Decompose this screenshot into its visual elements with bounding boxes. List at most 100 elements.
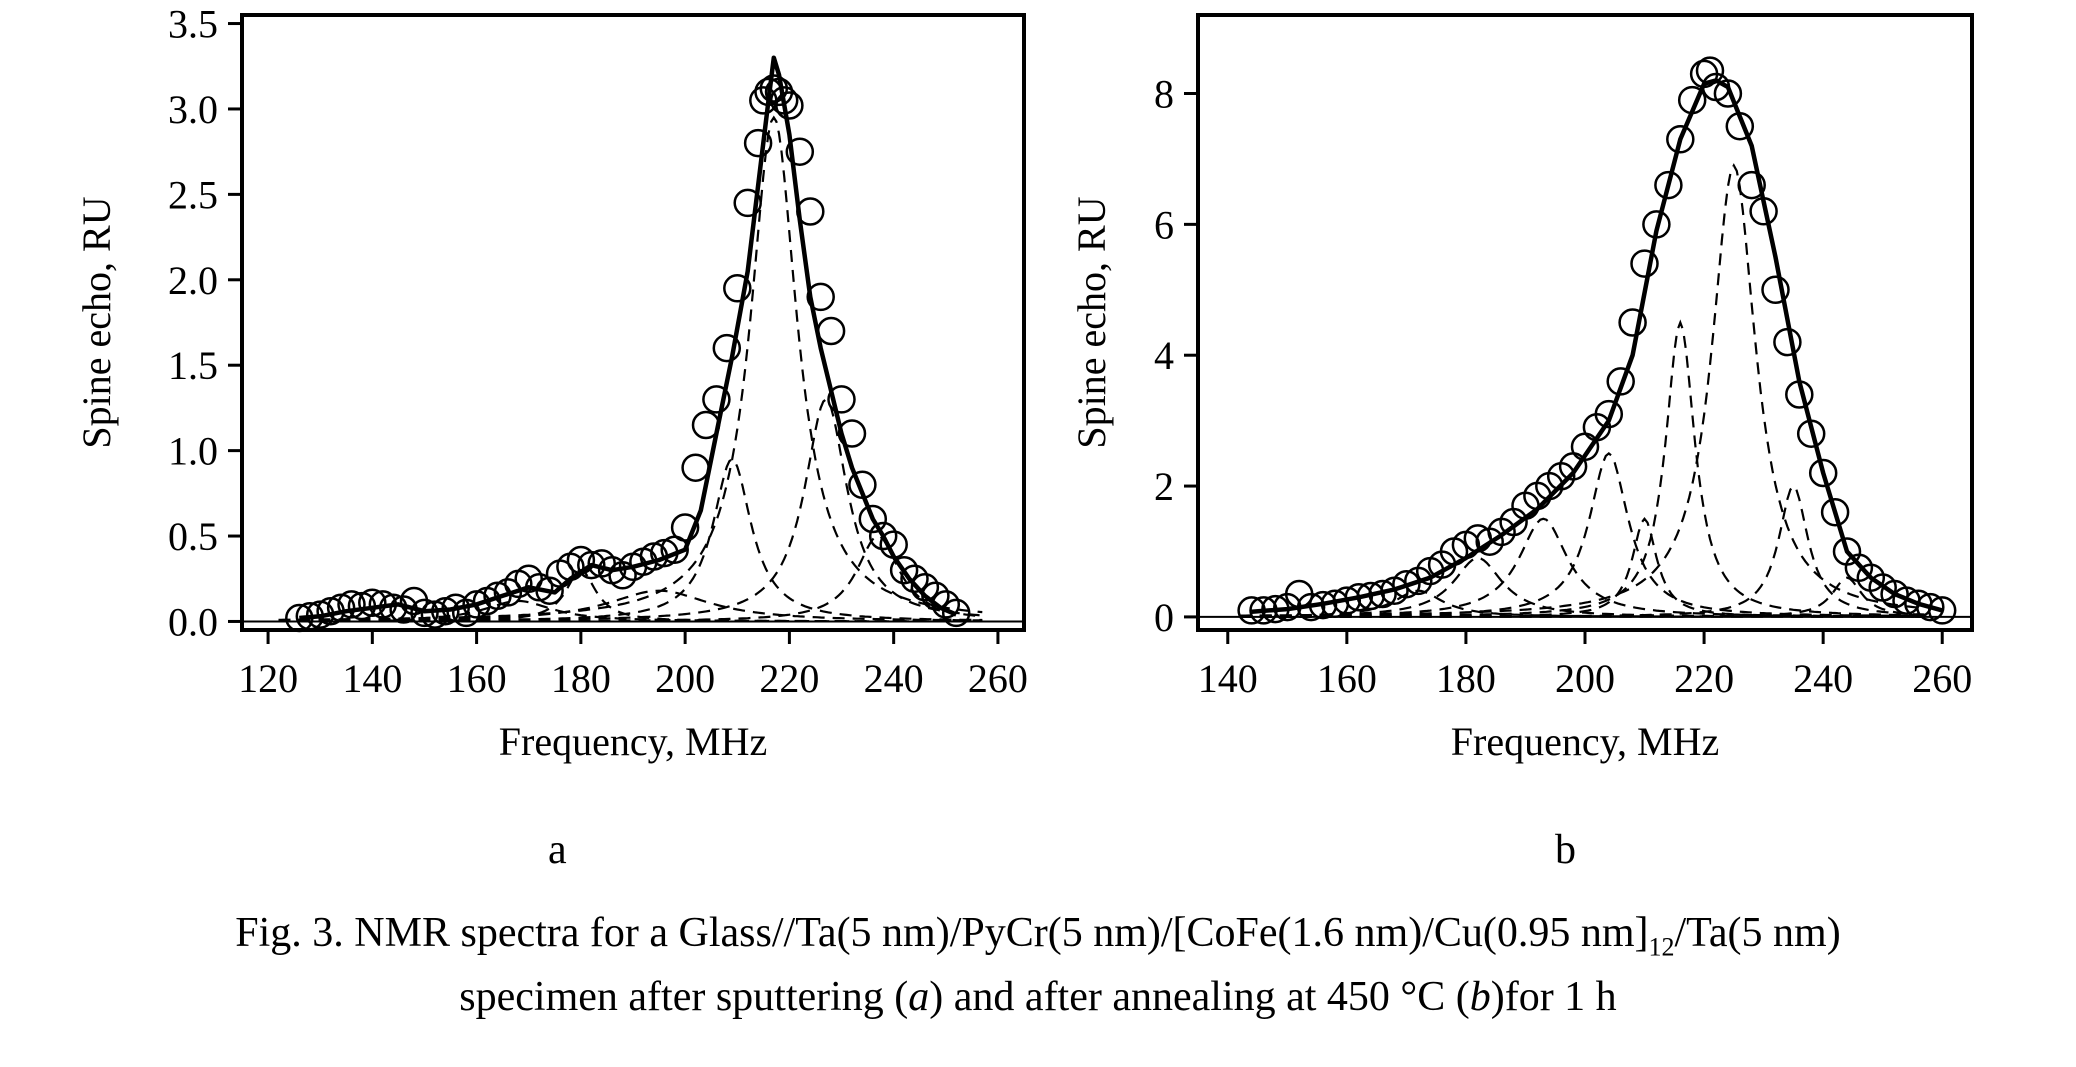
panel-a-data-point <box>712 333 742 363</box>
panel-a-data-point <box>608 561 637 590</box>
panel-b-label: b <box>1555 827 1576 873</box>
panel-b-data-point <box>1654 170 1683 200</box>
panel-b-component-curve-4 <box>1239 451 1925 618</box>
panel-a-y-tick-label: 1.0 <box>168 429 218 474</box>
panel-b-data-point <box>1237 596 1266 625</box>
panel-a-data-point <box>535 576 564 605</box>
panel-b-data-point <box>1296 592 1326 622</box>
panel-a-y-tick-label: 2.5 <box>168 172 218 217</box>
panel-b-x-tick-label: 220 <box>1674 656 1734 701</box>
panel-a-data-point <box>378 593 408 623</box>
panel-b-component-curve-6 <box>1239 517 1925 618</box>
panel-b-y-tick-label: 0 <box>1154 595 1174 640</box>
panel-a-data-point <box>775 91 804 120</box>
panel-a-data-point <box>848 470 877 500</box>
panel-a-data-point <box>931 590 961 619</box>
panel-a-x-tick-label: 180 <box>551 656 611 701</box>
panel-a-data-point <box>900 564 929 594</box>
panel-a-y-tick-label: 1.5 <box>168 343 218 388</box>
panel-b-data-point <box>1308 590 1338 620</box>
panel-b-data-point <box>1642 210 1671 239</box>
panel-b-component-curve-1 <box>1239 163 1925 617</box>
panel-a-data-point <box>754 77 783 107</box>
panel-a-x-tick-label: 240 <box>864 656 924 701</box>
panel-b-y-tick-label: 6 <box>1154 202 1174 247</box>
panel-a-y-axis-label: Spine echo, RU <box>74 196 119 448</box>
panel-a-data-point <box>493 578 523 607</box>
panel-a-data-point <box>733 188 762 218</box>
panel-b-data-point <box>1677 85 1707 115</box>
panel-b-data-point <box>1249 596 1278 625</box>
panel-a-y-tick-label: 3.5 <box>168 2 218 47</box>
panel-b-data-point <box>1749 197 1778 226</box>
panel-b-data-point <box>1761 275 1790 305</box>
panel-b-chart: 140 160 180 200 220 240 260 0 2 4 6 8 Frequency, MHz… <box>1069 13 1974 764</box>
panel-a-x-tick-label: 220 <box>759 656 819 701</box>
panel-b-x-tick-label: 260 <box>1912 656 1972 701</box>
panel-a-x-tick-label: 140 <box>342 656 402 701</box>
panel-a-x-tick-label: 120 <box>238 656 298 701</box>
panel-a-x-tick-label: 200 <box>655 656 715 701</box>
panel-b-data-point <box>1773 327 1802 357</box>
panel-a-label: a <box>548 827 567 873</box>
panel-a-x-axis-label: Frequency, MHz <box>499 719 767 764</box>
caption-line-2-part-c: )for 1 h <box>1490 974 1617 1021</box>
panel-b-component-curve-3 <box>1239 484 1925 618</box>
panel-a-data-point <box>285 603 314 633</box>
panel-b-data-point <box>1737 170 1766 200</box>
panel-b-data-point <box>1927 596 1957 625</box>
panel-b-component-curve-7 <box>1239 556 1925 618</box>
panel-b-y-axis-label: Spine echo, RU <box>1069 196 1114 448</box>
panel-b-fit-line <box>1251 78 1943 614</box>
panel-b-data-point <box>1392 569 1421 599</box>
panel-a-component-curve-7 <box>278 599 983 623</box>
panel-b-data-point <box>1713 79 1743 108</box>
panel-a-data-point <box>827 385 856 414</box>
panel-a-x-tick-label: 260 <box>968 656 1028 701</box>
panel-b-component-curve-9 <box>1239 576 1925 619</box>
panel-b-data-point <box>1618 308 1647 337</box>
panel-a-component-curve-4 <box>278 534 983 623</box>
panel-a-data-point <box>691 410 721 440</box>
panel-a-component-curve-2 <box>278 457 983 623</box>
caption-letter-a: a <box>908 974 930 1021</box>
panel-a-data-point <box>337 590 366 619</box>
caption-line-2: specimen after sputtering (a) and after … <box>0 972 2076 1022</box>
panel-b-y-tick-label: 2 <box>1154 464 1174 509</box>
panel-a-component-curve-3 <box>278 397 983 623</box>
panel-b-x-tick-label: 240 <box>1793 656 1853 701</box>
panel-b-data-point <box>1368 579 1397 609</box>
panel-a-x-tick-label: 160 <box>447 656 507 701</box>
caption-line-1-main: Fig. 3. NMR spectra for a Glass//Ta(5 nm… <box>235 910 1649 956</box>
panel-b-data-point <box>1820 497 1850 527</box>
panel-b-data-point <box>1344 583 1374 612</box>
panel-b-data-point <box>1261 594 1290 624</box>
caption-subscript: 12 <box>1648 932 1675 962</box>
panel-b-component-curve-2 <box>1239 319 1925 618</box>
panel-a-data-point <box>681 453 710 482</box>
figure-caption: Fig. 3. NMR spectra for a Glass//Ta(5 nm… <box>0 908 2076 1022</box>
panel-a-data-point <box>769 86 799 115</box>
panel-a-data-point <box>910 573 940 602</box>
panel-b-data-point <box>1606 367 1635 396</box>
caption-line-2-part-b: ) and after annealing at 450 °C ( <box>929 974 1470 1021</box>
panel-a-data-point <box>941 598 971 628</box>
panel-a-y-tick-label: 3.0 <box>168 87 218 132</box>
panel-b-data-point <box>1808 458 1838 488</box>
panel-b-x-tick-label: 200 <box>1555 656 1615 701</box>
panel-a-data-point <box>577 550 606 580</box>
panel-a-component-curve-1 <box>278 115 983 621</box>
panel-a-data-point <box>702 385 731 414</box>
panel-b-data-point <box>1630 249 1659 278</box>
panel-a-y-tick-label: 0.5 <box>168 514 218 559</box>
panel-b-data-point <box>1725 111 1755 141</box>
panel-a-data-point <box>806 282 835 312</box>
panel-a-data-point <box>868 521 898 551</box>
panel-b-y-tick-label: 8 <box>1154 72 1174 117</box>
panel-b-data-point <box>1695 56 1725 85</box>
panel-a-data-point <box>358 588 387 617</box>
panel-a-data-point <box>858 504 888 534</box>
panel-a-data-point <box>921 581 950 611</box>
